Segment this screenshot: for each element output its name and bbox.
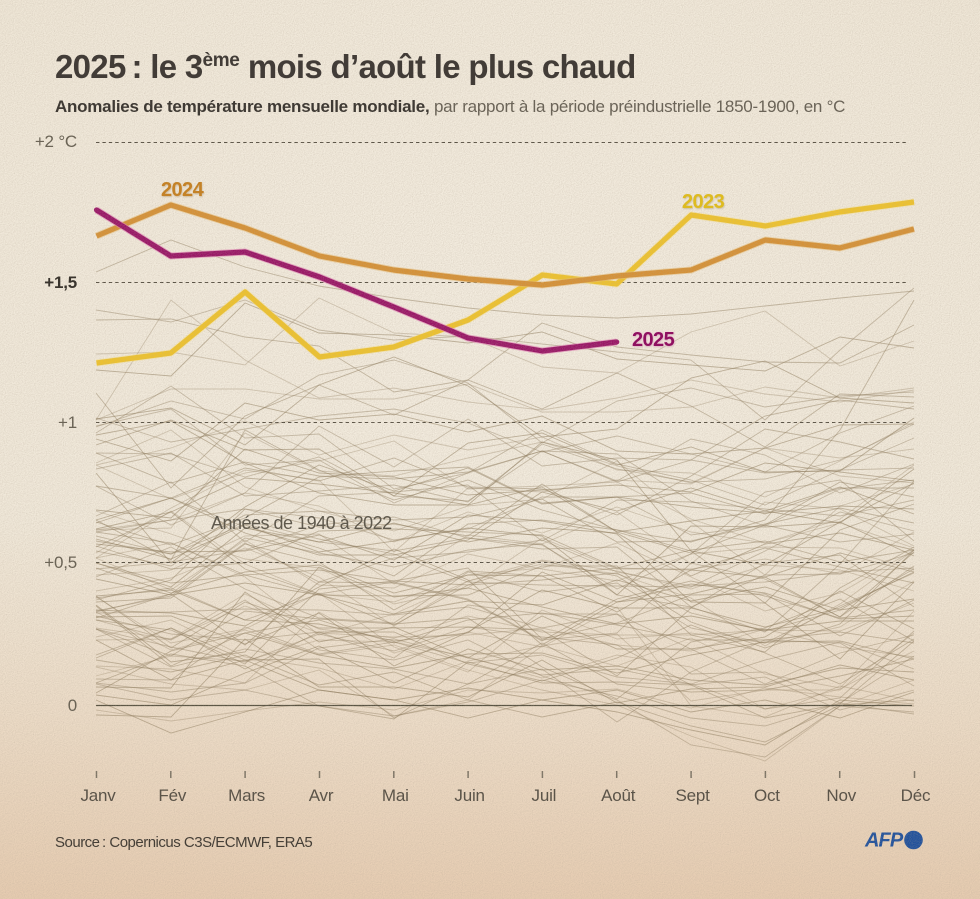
svg-text:AFP: AFP xyxy=(864,830,904,852)
